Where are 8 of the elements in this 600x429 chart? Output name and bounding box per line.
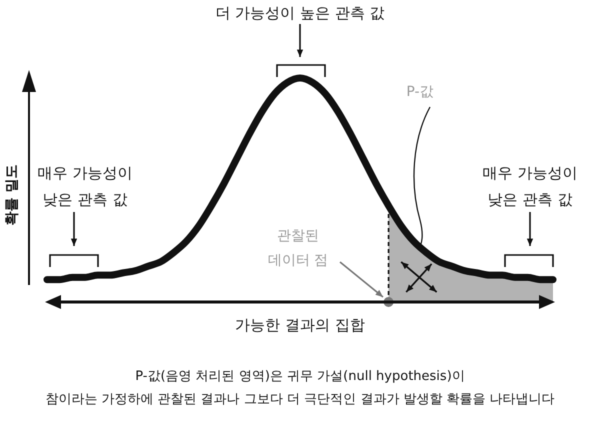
text: P-값(음영 처리된 영역)은 귀무 가설(null hypothesis)이 참이라는 가정하에 관찰된 결과나 그보다 더 극단적인 결과가 발생할 확률을 나타냅니다 — [45, 369, 555, 407]
annotation: 관찰된 데이터 점 — [268, 228, 328, 268]
annotation: 매우 가능성이 낮은 관측 값 — [482, 164, 578, 208]
y-axis-title: 확률 밀도 — [4, 164, 20, 226]
annotation: 매우 가능성이 낮은 관측 값 — [38, 164, 132, 208]
annotation: P-값 — [406, 84, 434, 100]
text: 더 가능성이 높은 관측 값 — [215, 4, 385, 22]
x-axis-title: 가능한 결과의 집합 — [235, 316, 365, 334]
